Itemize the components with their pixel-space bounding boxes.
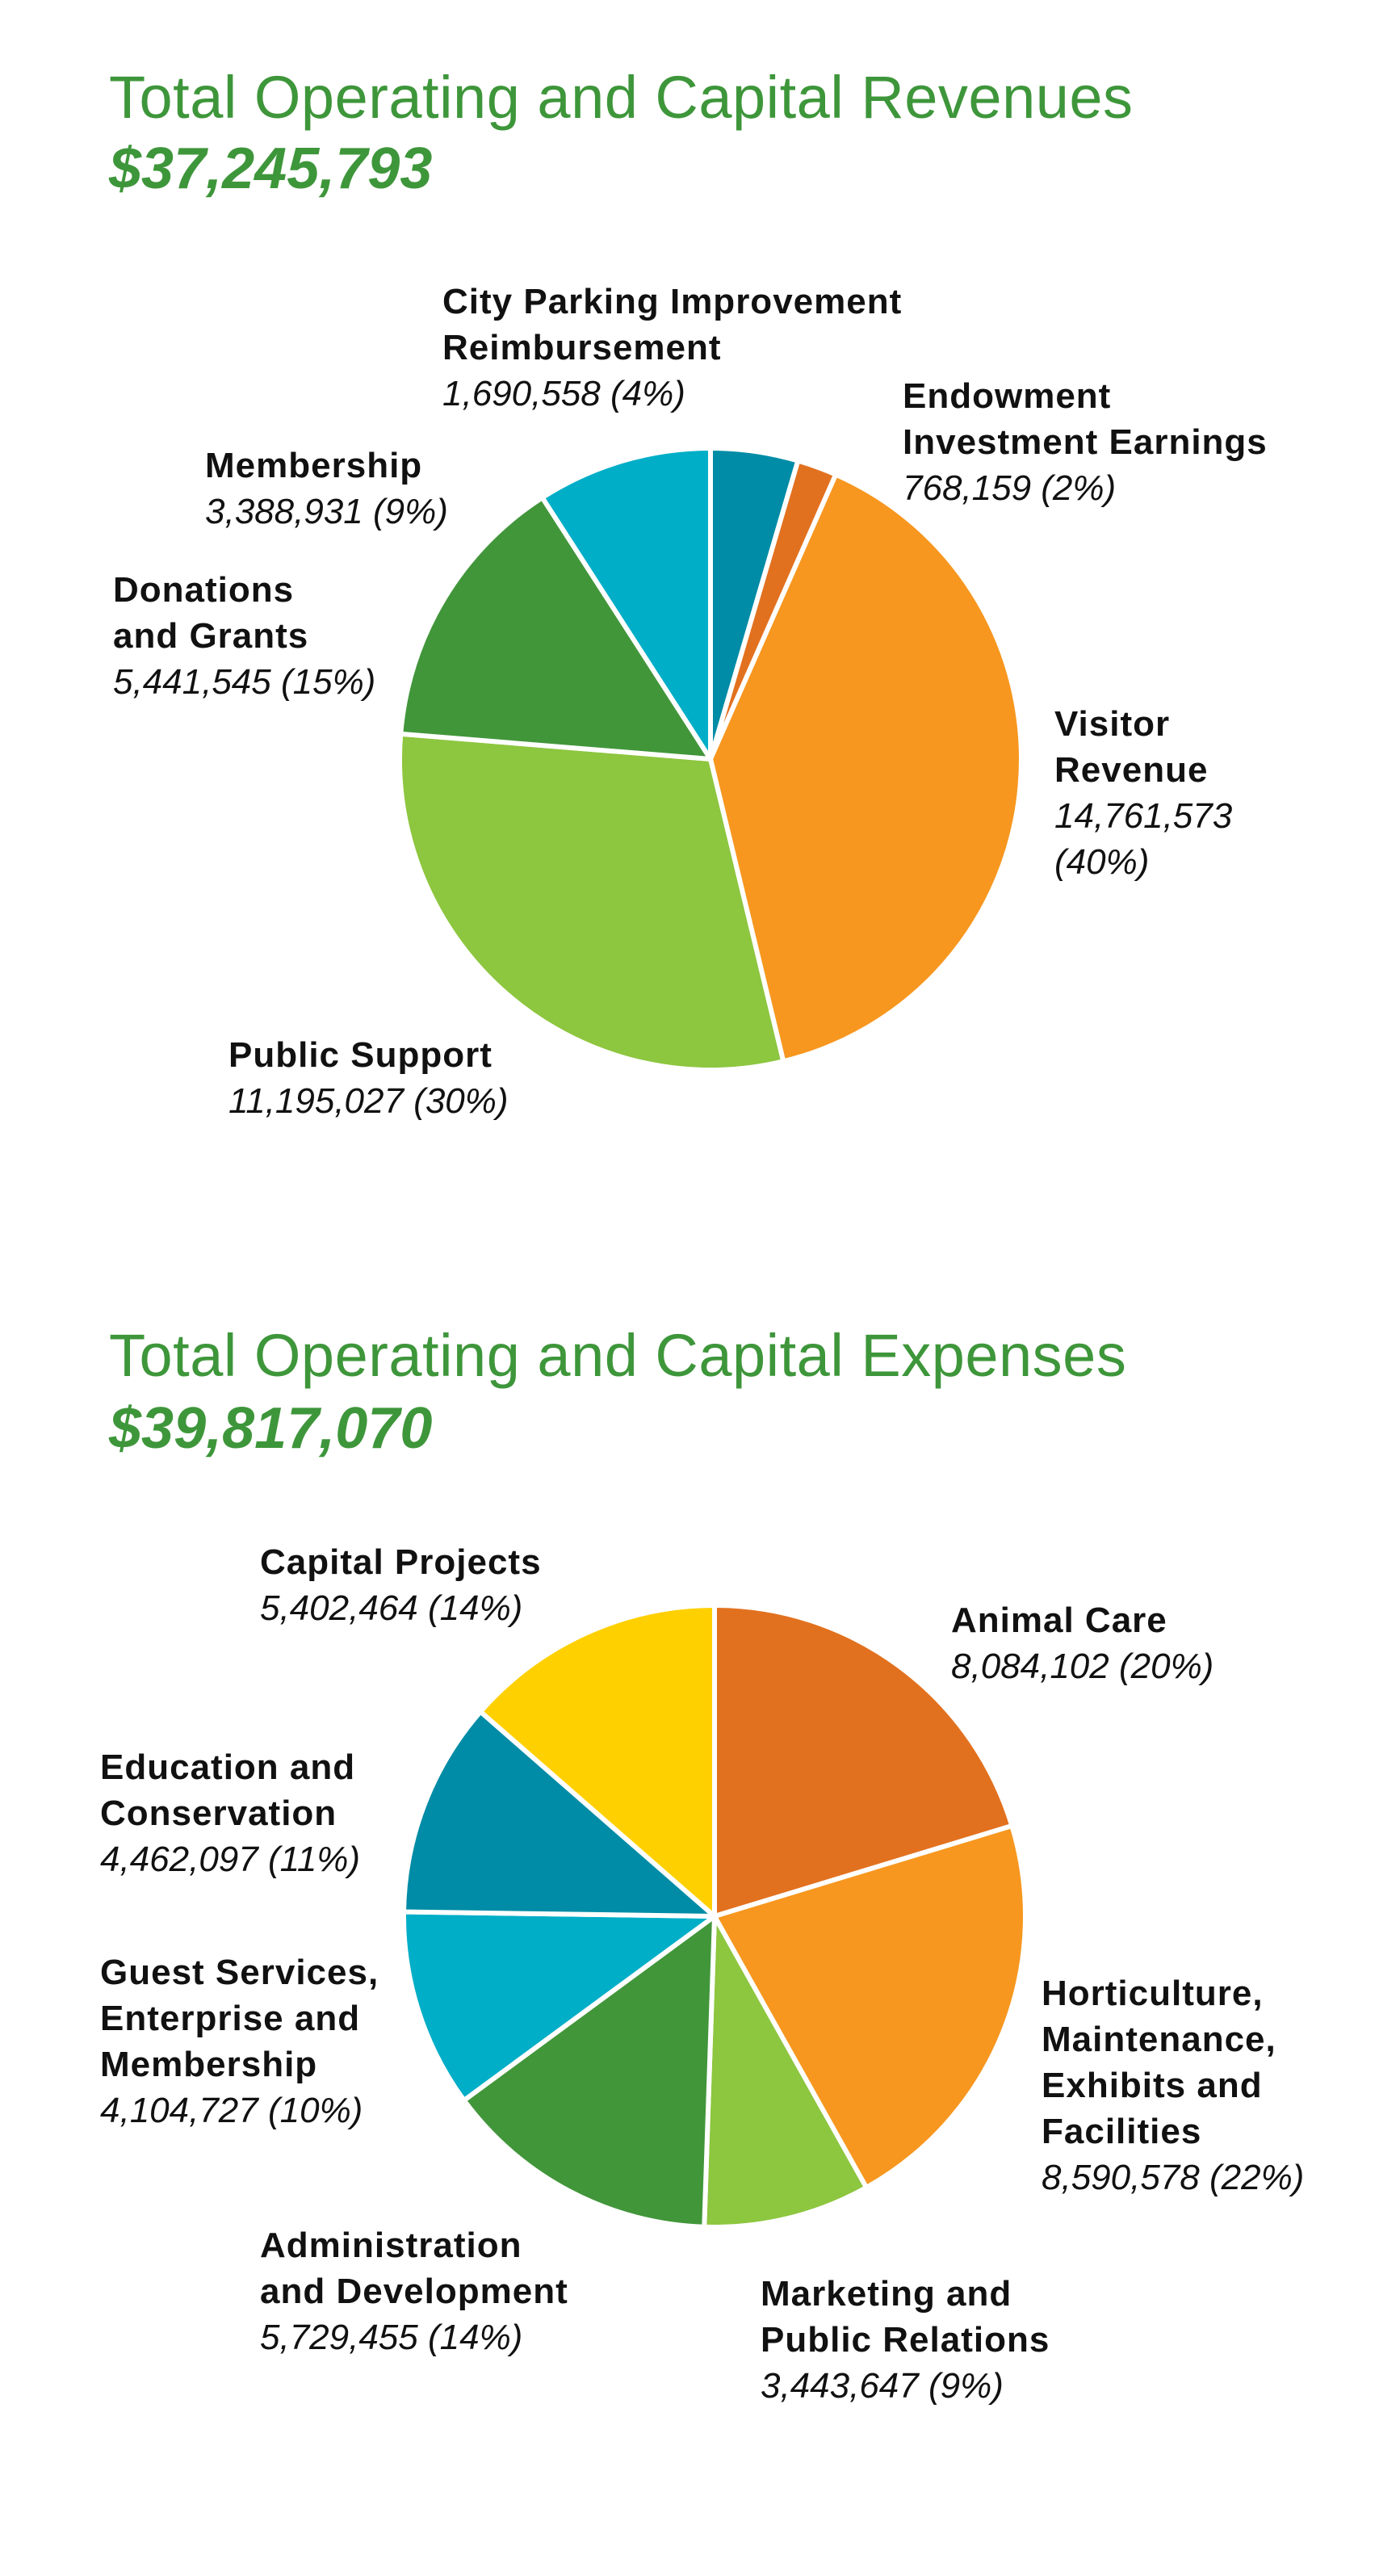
slice-label-name: Donations and Grants [113,570,309,656]
revenue-label-membership: Membership 3,388,931 (9%) [205,443,448,535]
slice-label-value: 4,104,727 (10%) [100,2091,363,2130]
slice-label-name: Animal Care [951,1601,1167,1640]
expense-label-horticulture: Horticulture, Maintenance, Exhibits and Fac… [1042,1970,1304,2201]
pie-slice [401,1909,717,2103]
slice-label-name: Education and Conservation [100,1747,356,1833]
pie-slice [397,731,786,1072]
pie-slice [478,1603,717,1919]
revenue-label-visitor: Visitor Revenue 14,761,573 (40%) [1054,701,1232,885]
expense-label-administration: Administration and Development 5,729,455 … [260,2222,568,2360]
slice-label-name: Visitor Revenue [1054,704,1209,790]
pie-slice [712,1823,1029,2190]
pie-slice [398,495,713,761]
pie-slice [702,1914,870,2230]
slice-label-name: Guest Services, Enterprise and Membership [100,1953,379,2084]
slice-label-value: 8,590,578 (22%) [1042,2158,1305,2197]
expense-label-animal-care: Animal Care 8,084,102 (20%) [951,1597,1213,1689]
slice-label-value: 768,159 (2%) [903,468,1117,508]
slice-label-name: Horticulture, Maintenance, Exhibits and Fac… [1042,1974,1276,2151]
revenues-total: $37,245,793 [109,136,433,201]
revenue-label-endowment: Endowment Investment Earnings 768,159 (2%… [903,373,1268,511]
pie-slice [708,472,1024,1064]
revenues-title: Total Operating and Capital Revenues [109,64,1134,131]
pie-slice [712,1603,1015,1919]
expenses-title: Total Operating and Capital Expenses [109,1322,1127,1389]
revenues-pie-chart [397,446,1024,1072]
expense-label-marketing: Marketing and Public Relations 3,443,647 … [761,2271,1050,2409]
slice-label-name: Membership [205,446,423,485]
slice-label-value: 3,443,647 (9%) [761,2366,1004,2406]
slice-label-value: 3,388,931 (9%) [205,492,448,531]
revenue-label-city-parking: City Parking Improvement Reimbursement 1,… [442,279,902,417]
slice-label-value: 5,729,455 (14%) [260,2318,523,2357]
slice-label-value: 8,084,102 (20%) [951,1647,1214,1686]
revenue-label-public-support: Public Support 11,195,027 (30%) [228,1032,509,1124]
slice-label-value: 14,761,573 (40%) [1054,796,1233,882]
pie-slice [539,446,713,761]
expense-label-education: Education and Conservation 4,462,097 (11%… [100,1744,360,1882]
slice-label-value: 4,462,097 (11%) [100,1840,361,1879]
expense-label-capital-projects: Capital Projects 5,402,464 (14%) [260,1539,542,1631]
slice-label-value: 11,195,027 (30%) [228,1081,509,1121]
expenses-total: $39,817,070 [109,1396,433,1461]
slice-label-name: Capital Projects [260,1542,542,1582]
slice-label-name: Public Support [228,1035,493,1075]
slice-label-name: Administration and Development [260,2226,568,2311]
slice-label-value: 1,690,558 (4%) [442,374,685,413]
pie-slice [401,1709,717,1919]
revenue-label-donations: Donations and Grants 5,441,545 (15%) [113,567,375,705]
slice-label-name: Marketing and Public Relations [761,2274,1050,2360]
slice-label-name: City Parking Improvement Reimbursement [442,282,903,367]
slice-label-value: 5,441,545 (15%) [113,662,376,702]
slice-label-value: 5,402,464 (14%) [260,1588,523,1628]
expense-label-guest-services: Guest Services, Enterprise and Membership … [100,1949,379,2133]
pie-slice [461,1914,717,2230]
slice-label-name: Endowment Investment Earnings [903,376,1268,462]
